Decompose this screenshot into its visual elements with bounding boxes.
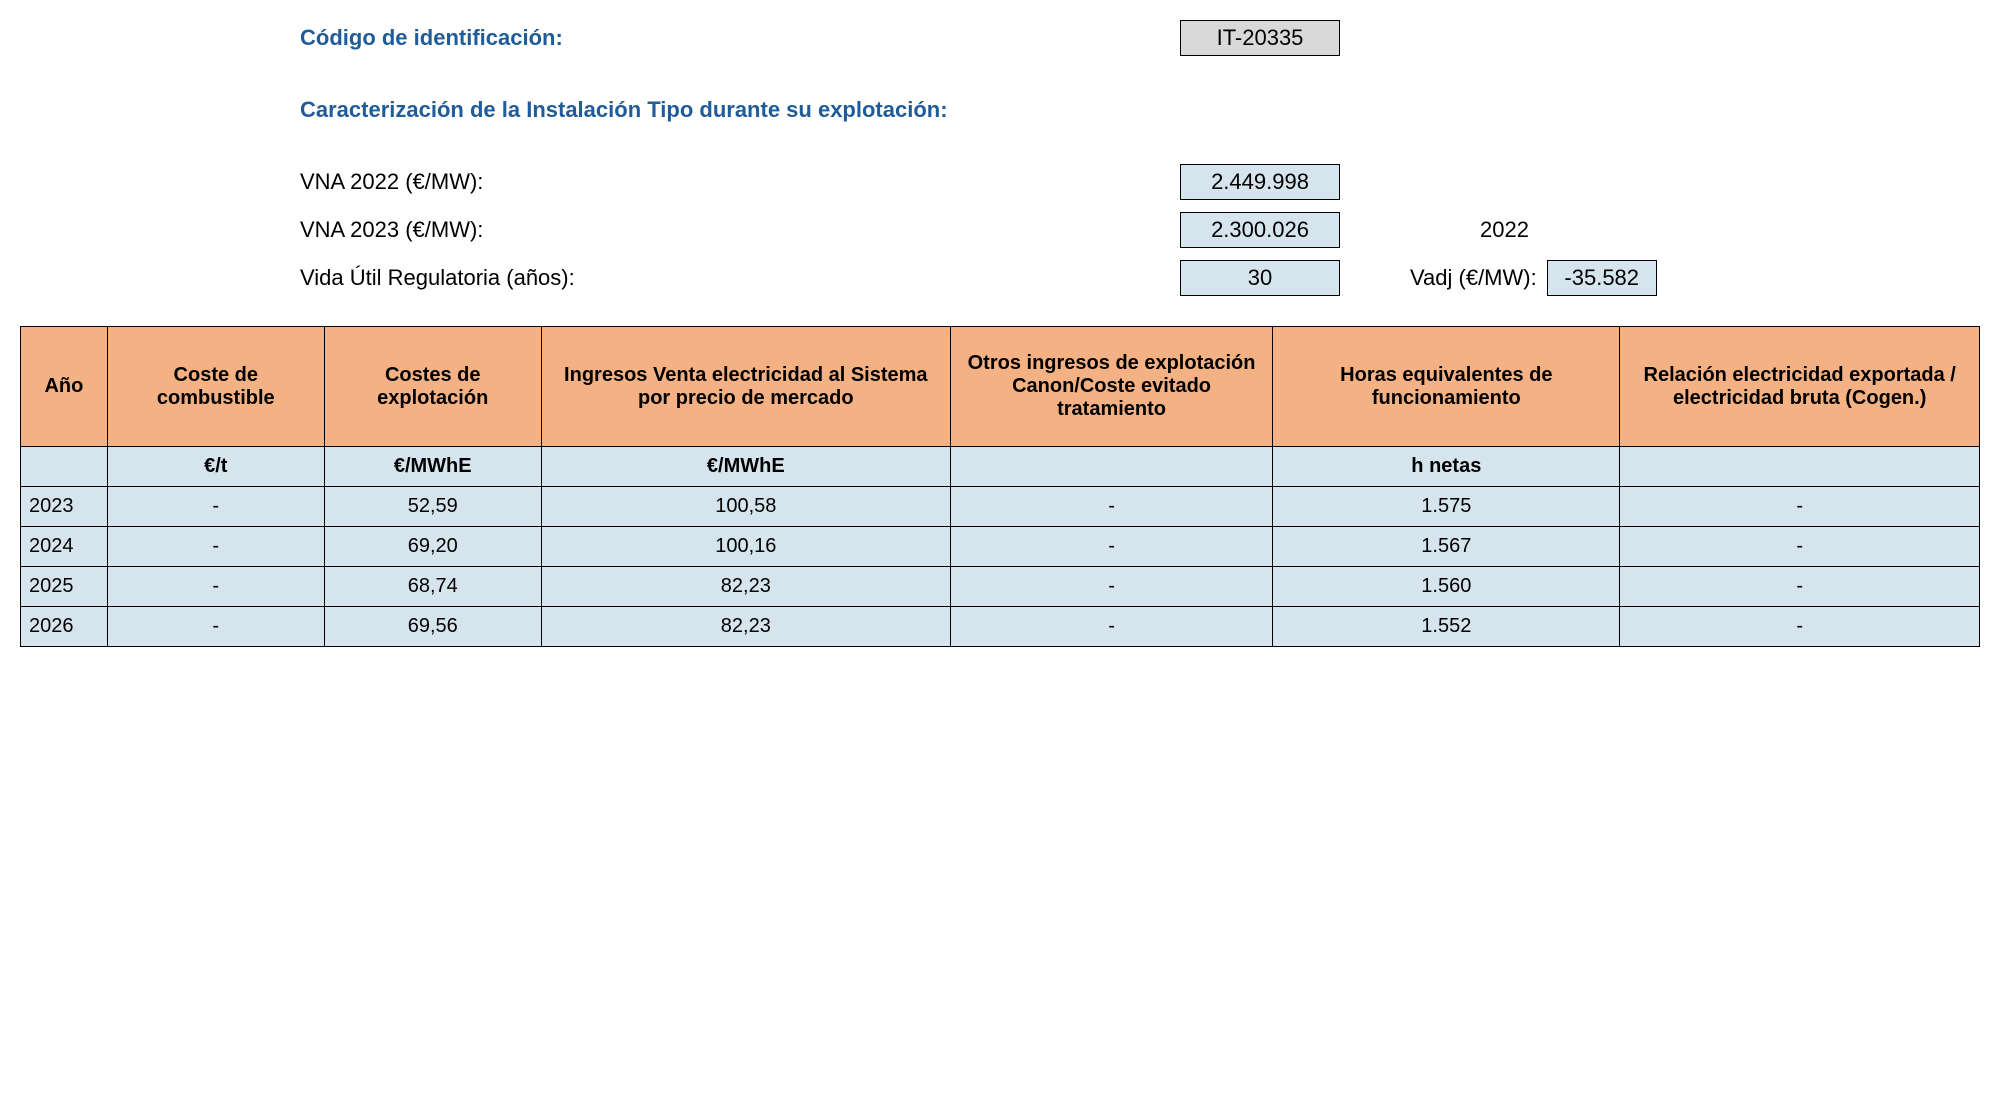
- th-year: Año: [21, 327, 108, 447]
- cell-other_income: -: [950, 487, 1272, 527]
- cell-op_cost: 69,56: [324, 607, 541, 647]
- cell-fuel_cost: -: [107, 527, 324, 567]
- vida-value: 30: [1180, 260, 1340, 296]
- unit-cell-fuel_cost: €/t: [107, 447, 324, 487]
- cell-ratio: -: [1620, 487, 1980, 527]
- section-title-row: Caracterización de la Instalación Tipo d…: [300, 92, 1980, 128]
- th-other-income: Otros ingresos de explotación Canon/Cost…: [950, 327, 1272, 447]
- table-body: €/t€/MWhE€/MWhEh netas2023-52,59100,58-1…: [21, 447, 1980, 647]
- code-value: IT-20335: [1180, 20, 1340, 56]
- cell-ratio: -: [1620, 567, 1980, 607]
- cell-fuel_cost: -: [107, 567, 324, 607]
- cell-hours: 1.567: [1273, 527, 1620, 567]
- year-label: 2022: [1480, 217, 1529, 243]
- table-head: Año Coste de combustible Costes de explo…: [21, 327, 1980, 447]
- cell-other_income: -: [950, 567, 1272, 607]
- cell-year: 2024: [21, 527, 108, 567]
- cell-hours: 1.575: [1273, 487, 1620, 527]
- unit-cell-other_income: [950, 447, 1272, 487]
- th-income: Ingresos Venta electricidad al Sistema p…: [541, 327, 950, 447]
- cell-income: 82,23: [541, 567, 950, 607]
- code-label: Código de identificación:: [300, 25, 1170, 51]
- unit-cell-income: €/MWhE: [541, 447, 950, 487]
- unit-cell-year: [21, 447, 108, 487]
- vida-row: Vida Útil Regulatoria (años): 30 Vadj (€…: [300, 260, 1980, 296]
- code-value-container: IT-20335: [1170, 20, 1350, 56]
- table-row: 2025-68,7482,23-1.560-: [21, 567, 1980, 607]
- cell-year: 2026: [21, 607, 108, 647]
- th-ratio: Relación electricidad exportada / electr…: [1620, 327, 1980, 447]
- code-row: Código de identificación: IT-20335: [300, 20, 1980, 56]
- vna2022-value: 2.449.998: [1180, 164, 1340, 200]
- th-fuel-cost: Coste de combustible: [107, 327, 324, 447]
- vadj-label: Vadj (€/MW):: [1410, 265, 1537, 291]
- spacer: [300, 68, 1980, 92]
- cell-income: 82,23: [541, 607, 950, 647]
- cell-ratio: -: [1620, 527, 1980, 567]
- cell-year: 2025: [21, 567, 108, 607]
- vida-value-container: 30: [1170, 260, 1350, 296]
- vna2022-row: VNA 2022 (€/MW): 2.449.998: [300, 164, 1980, 200]
- cell-op_cost: 68,74: [324, 567, 541, 607]
- cell-ratio: -: [1620, 607, 1980, 647]
- cell-income: 100,16: [541, 527, 950, 567]
- unit-cell-hours: h netas: [1273, 447, 1620, 487]
- vadj-container: Vadj (€/MW): -35.582: [1410, 260, 1657, 296]
- vna2023-value-container: 2.300.026: [1170, 212, 1350, 248]
- unit-cell-op_cost: €/MWhE: [324, 447, 541, 487]
- header-row: Año Coste de combustible Costes de explo…: [21, 327, 1980, 447]
- table-row: 2023-52,59100,58-1.575-: [21, 487, 1980, 527]
- header-section: Código de identificación: IT-20335 Carac…: [20, 20, 1980, 296]
- th-hours: Horas equivalentes de funcionamiento: [1273, 327, 1620, 447]
- page-container: Código de identificación: IT-20335 Carac…: [20, 20, 1980, 647]
- vna2023-value: 2.300.026: [1180, 212, 1340, 248]
- cell-hours: 1.560: [1273, 567, 1620, 607]
- cell-op_cost: 52,59: [324, 487, 541, 527]
- section-title: Caracterización de la Instalación Tipo d…: [300, 97, 948, 123]
- cell-hours: 1.552: [1273, 607, 1620, 647]
- th-op-cost: Costes de explotación: [324, 327, 541, 447]
- vna2023-label: VNA 2023 (€/MW):: [300, 217, 1170, 243]
- cell-year: 2023: [21, 487, 108, 527]
- vna2023-row: VNA 2023 (€/MW): 2.300.026 2022: [300, 212, 1980, 248]
- vida-label: Vida Útil Regulatoria (años):: [300, 265, 1170, 291]
- unit-cell-ratio: [1620, 447, 1980, 487]
- vadj-value: -35.582: [1547, 260, 1657, 296]
- cell-fuel_cost: -: [107, 487, 324, 527]
- cell-income: 100,58: [541, 487, 950, 527]
- table-row: 2026-69,5682,23-1.552-: [21, 607, 1980, 647]
- cell-op_cost: 69,20: [324, 527, 541, 567]
- data-table: Año Coste de combustible Costes de explo…: [20, 326, 1980, 647]
- units-row: €/t€/MWhE€/MWhEh netas: [21, 447, 1980, 487]
- cell-other_income: -: [950, 527, 1272, 567]
- cell-fuel_cost: -: [107, 607, 324, 647]
- vna2022-label: VNA 2022 (€/MW):: [300, 169, 1170, 195]
- spacer: [300, 140, 1980, 164]
- vna2022-value-container: 2.449.998: [1170, 164, 1350, 200]
- table-row: 2024-69,20100,16-1.567-: [21, 527, 1980, 567]
- cell-other_income: -: [950, 607, 1272, 647]
